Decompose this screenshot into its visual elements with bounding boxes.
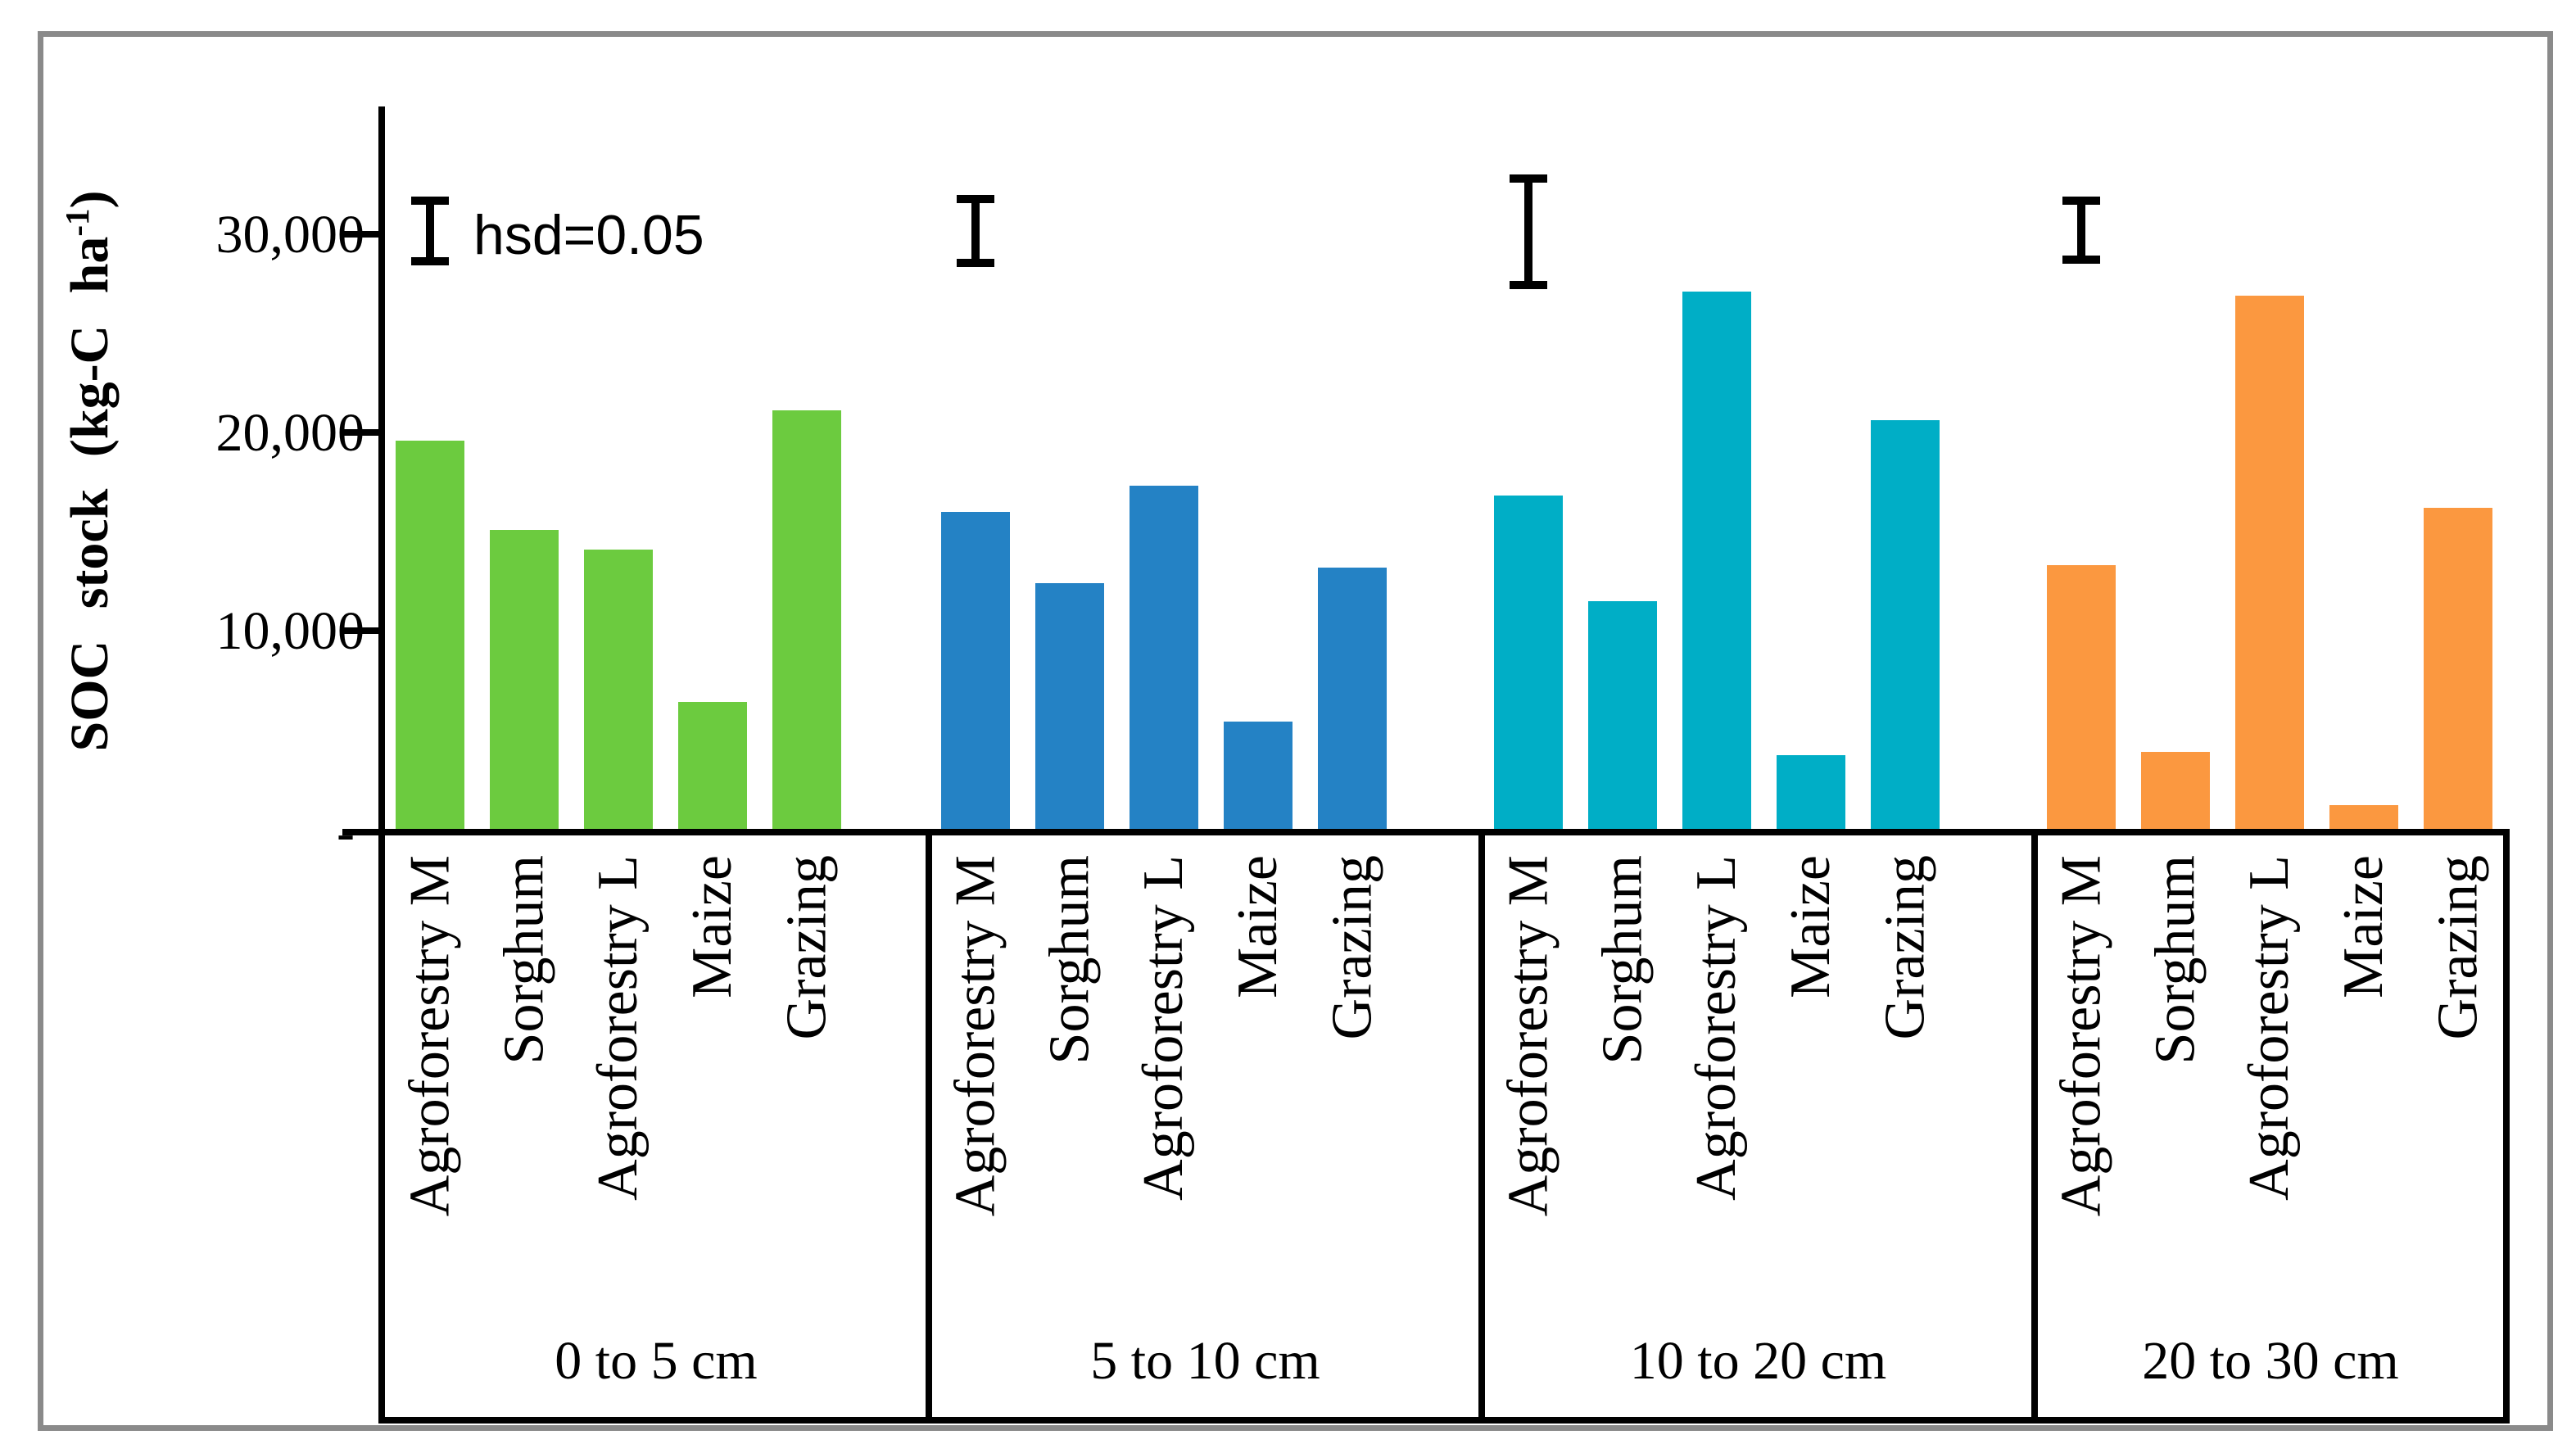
bar-g0-agroforestry-m xyxy=(396,441,464,829)
group-label-5-to-10-cm: 5 to 10 cm xyxy=(1090,1331,1320,1391)
error-bar-group-3 xyxy=(2062,197,2100,264)
error-bar-stem xyxy=(2077,197,2085,264)
category-label: Sorghum xyxy=(1038,855,1101,1065)
group-separator-line xyxy=(2031,829,2038,1424)
category-label: Agroforestry M xyxy=(944,855,1007,1217)
category-label: Sorghum xyxy=(1591,855,1654,1065)
category-label: Sorghum xyxy=(492,855,555,1065)
y-axis-tick-zero xyxy=(342,829,378,835)
error-bar-group-2 xyxy=(1510,174,1547,289)
error-bar-cap xyxy=(2062,256,2100,264)
group-label-10-to-20-cm: 10 to 20 cm xyxy=(1629,1331,1887,1391)
y-tick-label-10000: 10,000 xyxy=(215,601,365,661)
y-axis-title: SOC stock (kg-C ha-1) xyxy=(45,16,120,926)
y-tick-label-20000: 20,000 xyxy=(215,403,365,463)
bar-g1-grazing xyxy=(1318,568,1387,829)
figure-border xyxy=(38,31,2553,1431)
error-bar-group-0 xyxy=(411,197,449,265)
category-label: Grazing xyxy=(2426,855,2489,1040)
y-tick-label-30000: 30,000 xyxy=(215,205,365,265)
bar-g1-agroforestry-m xyxy=(941,512,1010,829)
category-label: Agroforestry L xyxy=(2238,855,2301,1201)
bar-g3-agroforestry-m xyxy=(2047,565,2116,829)
x-axis-baseline xyxy=(378,829,2510,835)
bar-g3-agroforestry-l xyxy=(2235,296,2304,829)
category-label: Maize xyxy=(1226,855,1289,998)
bar-g2-sorghum xyxy=(1588,601,1657,829)
category-label: Grazing xyxy=(775,855,838,1040)
y-axis-tick-10000 xyxy=(342,627,378,634)
category-label: Maize xyxy=(2332,855,2395,998)
group-label-20-to-30-cm: 20 to 30 cm xyxy=(2142,1331,2399,1391)
category-label: Maize xyxy=(681,855,744,998)
bar-g0-grazing xyxy=(772,410,841,829)
bar-g0-maize xyxy=(678,702,747,829)
category-label: Agroforestry M xyxy=(1496,855,1560,1217)
bar-g2-agroforestry-m xyxy=(1494,496,1563,829)
error-bar-stem xyxy=(1524,174,1532,289)
category-label: Grazing xyxy=(1320,855,1383,1040)
group-separator-line xyxy=(926,829,932,1424)
error-bar-stem xyxy=(971,195,980,267)
bar-g0-agroforestry-l xyxy=(584,550,653,829)
y-axis-tick-30000 xyxy=(342,231,378,238)
bar-g2-maize xyxy=(1777,755,1845,829)
category-label: Sorghum xyxy=(2144,855,2207,1065)
bar-g2-grazing xyxy=(1871,420,1940,829)
bar-g1-maize xyxy=(1224,722,1293,829)
bar-g1-agroforestry-l xyxy=(1130,486,1198,829)
label-box-right-line xyxy=(2503,829,2510,1424)
category-label: Agroforestry M xyxy=(2049,855,2112,1217)
y-axis-title-close: ) xyxy=(60,190,120,209)
category-label: Agroforestry M xyxy=(398,855,461,1217)
y-axis-title-superscript: -1 xyxy=(59,208,96,237)
category-label: Grazing xyxy=(1873,855,1936,1040)
category-label: Agroforestry L xyxy=(1685,855,1748,1201)
y-axis-line xyxy=(378,106,385,1424)
group-separator-line xyxy=(1478,829,1485,1424)
y-axis-tick-20000 xyxy=(342,429,378,436)
bar-g2-agroforestry-l xyxy=(1682,292,1751,829)
error-bar-cap xyxy=(1510,281,1547,289)
error-bar-group-1 xyxy=(957,195,994,267)
bar-g1-sorghum xyxy=(1035,583,1104,829)
category-label: Agroforestry L xyxy=(1132,855,1195,1201)
group-label-0-to-5-cm: 0 to 5 cm xyxy=(555,1331,758,1391)
hsd-annotation-label: hsd=0.05 xyxy=(473,204,704,266)
error-bar-cap xyxy=(411,257,449,265)
error-bar-cap xyxy=(957,259,994,267)
label-box-bottom-line xyxy=(378,1417,2510,1424)
bar-g3-grazing xyxy=(2424,508,2492,829)
bar-g0-sorghum xyxy=(490,530,559,829)
bar-g3-sorghum xyxy=(2141,752,2210,829)
y-axis-title-text: SOC stock (kg-C ha xyxy=(60,236,120,752)
category-label: Maize xyxy=(1779,855,1842,998)
bar-g3-maize xyxy=(2329,805,2398,829)
error-bar-stem xyxy=(426,197,434,265)
category-label: Agroforestry L xyxy=(586,855,650,1201)
